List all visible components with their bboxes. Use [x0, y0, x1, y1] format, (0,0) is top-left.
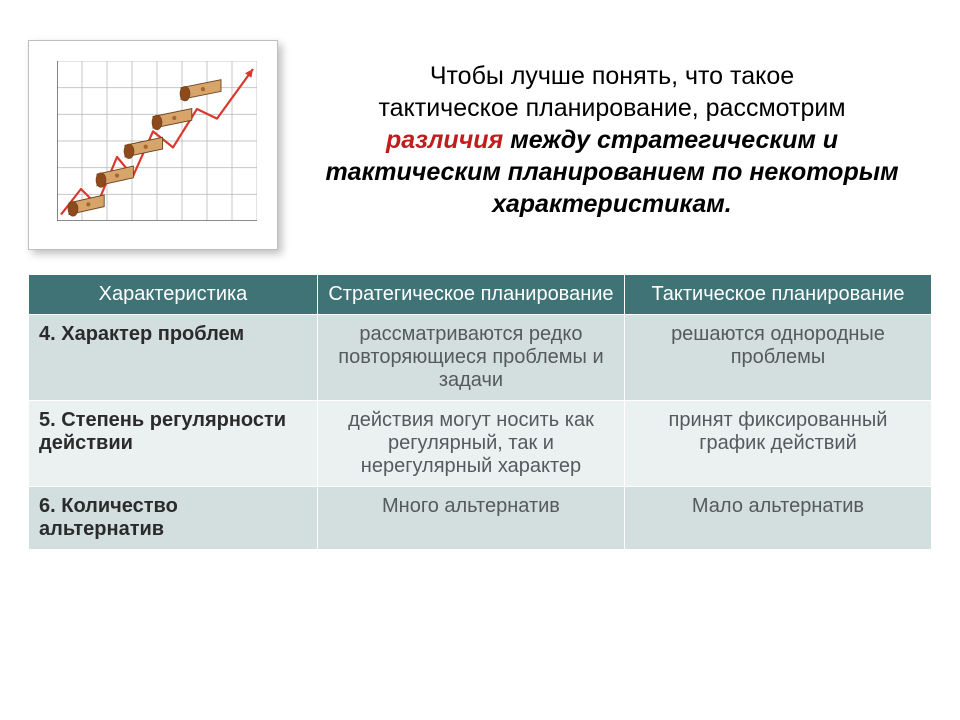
row-tactical: принят фиксированный график действий [624, 401, 931, 487]
table-header-cell: Тактическое планирование [624, 275, 931, 315]
table-row: 6. Количество альтернатив Много альтерна… [29, 487, 932, 550]
heading-line-2: тактическое планирование, рассмотрим [378, 94, 845, 122]
chart-figure [28, 40, 278, 250]
row-strategic: действия могут носить как регулярный, та… [317, 401, 624, 487]
heading-block: Чтобы лучше понять, что такое тактическо… [302, 40, 932, 220]
heading-emphasis: различия [386, 126, 503, 154]
heading-line-1: Чтобы лучше понять, что такое [430, 62, 794, 90]
table-header-row: Характеристика Стратегическое планирован… [29, 275, 932, 315]
table-header-cell: Характеристика [29, 275, 318, 315]
row-tactical: Мало альтернатив [624, 487, 931, 550]
row-label: 5. Степень регулярности действии [29, 401, 318, 487]
row-label: 6. Количество альтернатив [29, 487, 318, 550]
table-row: 5. Степень регулярности действии действи… [29, 401, 932, 487]
table-header-cell: Стратегическое планирование [317, 275, 624, 315]
comparison-table-wrap: Характеристика Стратегическое планирован… [28, 274, 932, 550]
row-label: 4. Характер проблем [29, 315, 318, 401]
row-strategic: Много альтернатив [317, 487, 624, 550]
comparison-table: Характеристика Стратегическое планирован… [28, 274, 932, 550]
row-tactical: решаются однородные проблемы [624, 315, 931, 401]
top-row: Чтобы лучше понять, что такое тактическо… [28, 40, 932, 250]
table-row: 4. Характер проблем рассматриваются редк… [29, 315, 932, 401]
slide-root: Чтобы лучше понять, что такое тактическо… [0, 0, 960, 720]
chart-svg [57, 61, 257, 221]
row-strategic: рассматриваются редко повторяющиеся проб… [317, 315, 624, 401]
